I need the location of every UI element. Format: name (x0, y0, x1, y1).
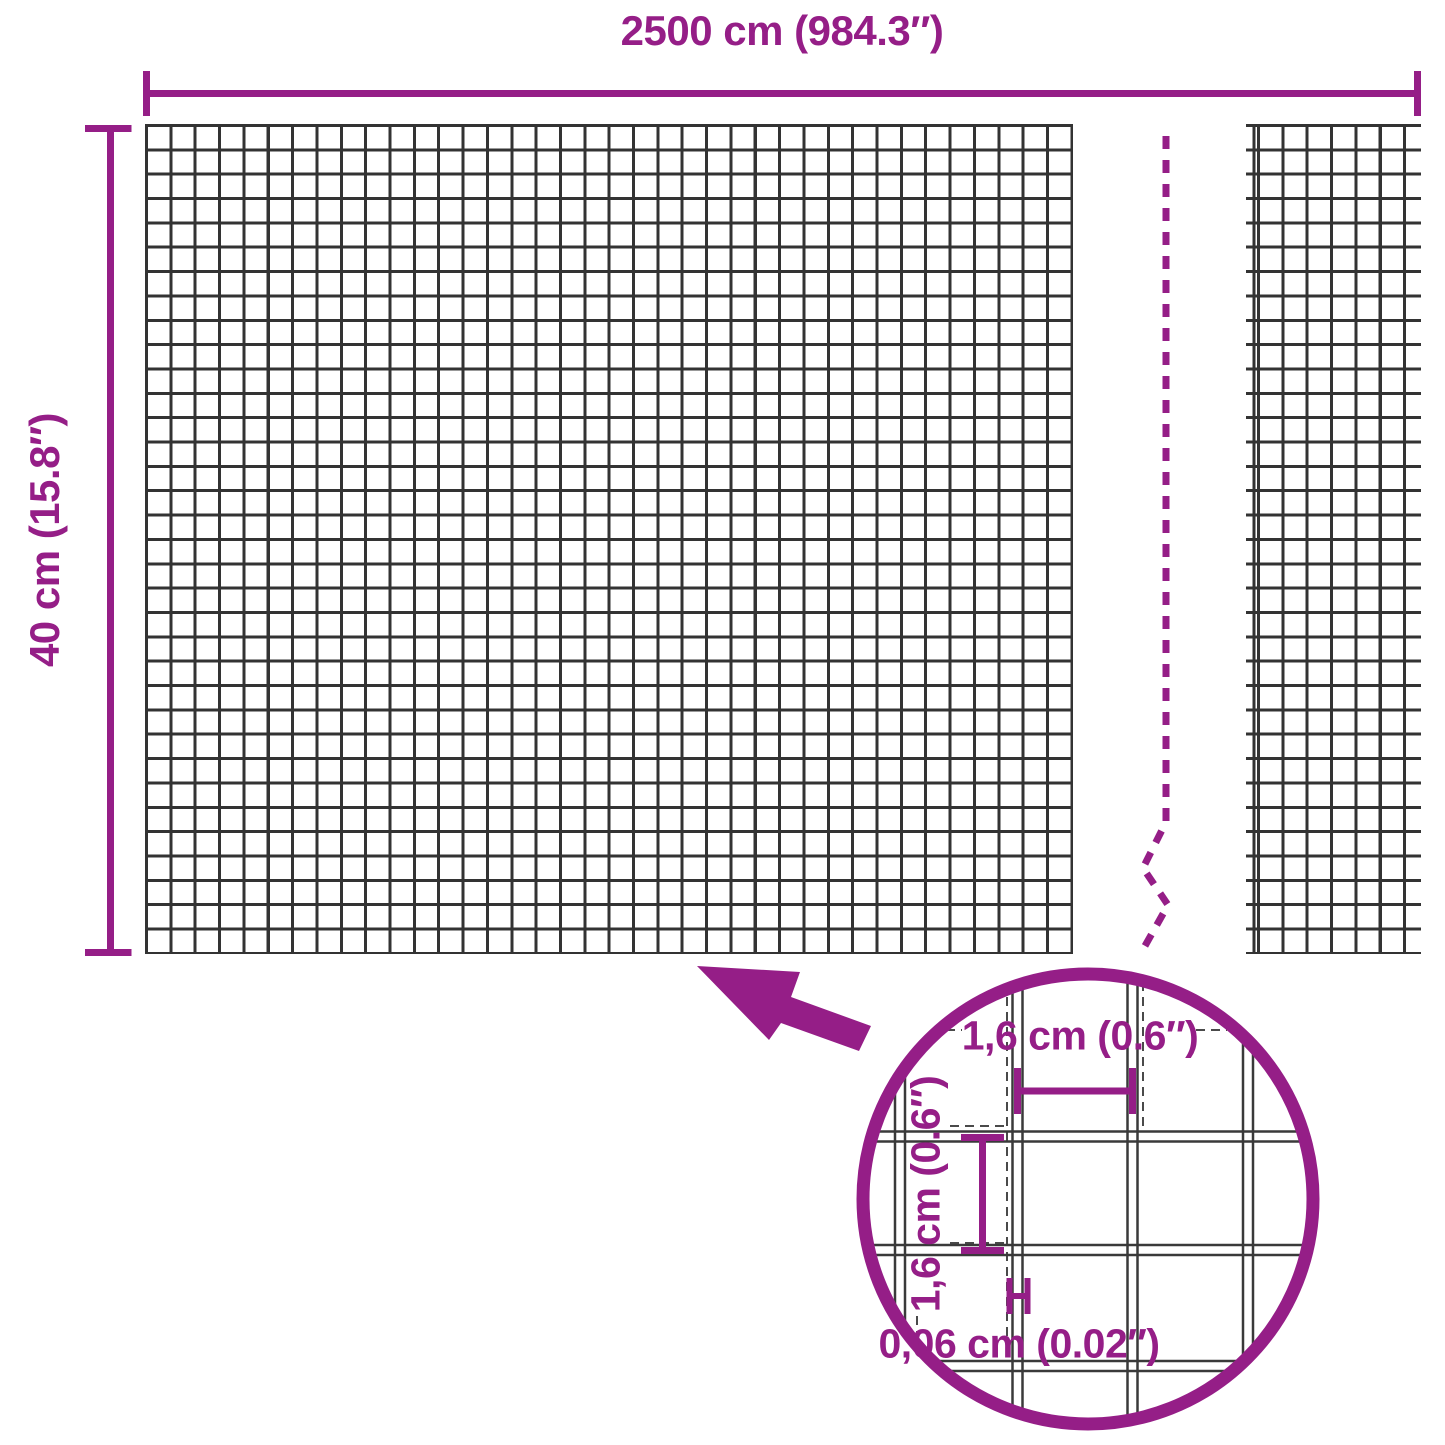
mesh-panel-main (145, 124, 1073, 954)
break-indicator-line (1137, 136, 1173, 955)
detail-height-bracket (961, 1134, 1004, 1254)
detail-thickness-bracket (1006, 1278, 1031, 1314)
detail-thickness-label: 0,06 cm (0.02″) (878, 1320, 1160, 1367)
height-dimension-line (85, 125, 132, 956)
width-dimension-label: 2500 cm (984.3″) (620, 7, 944, 54)
height-dimension-label: 40 cm (15.8″) (21, 412, 68, 668)
detail-width-bracket (1014, 1068, 1136, 1114)
magnifier-circle (856, 967, 1320, 1431)
magnifier-content (869, 980, 1307, 1418)
detail-height-label: 1,6 cm (0.6″) (902, 1075, 949, 1313)
detail-mesh-wires (869, 980, 1307, 1418)
mesh-panel-right (1246, 124, 1421, 954)
detail-width-label: 1,6 cm (0.6″) (961, 1012, 1199, 1059)
zoom-arrow-icon (697, 966, 871, 1051)
width-dimension-line (143, 71, 1421, 116)
